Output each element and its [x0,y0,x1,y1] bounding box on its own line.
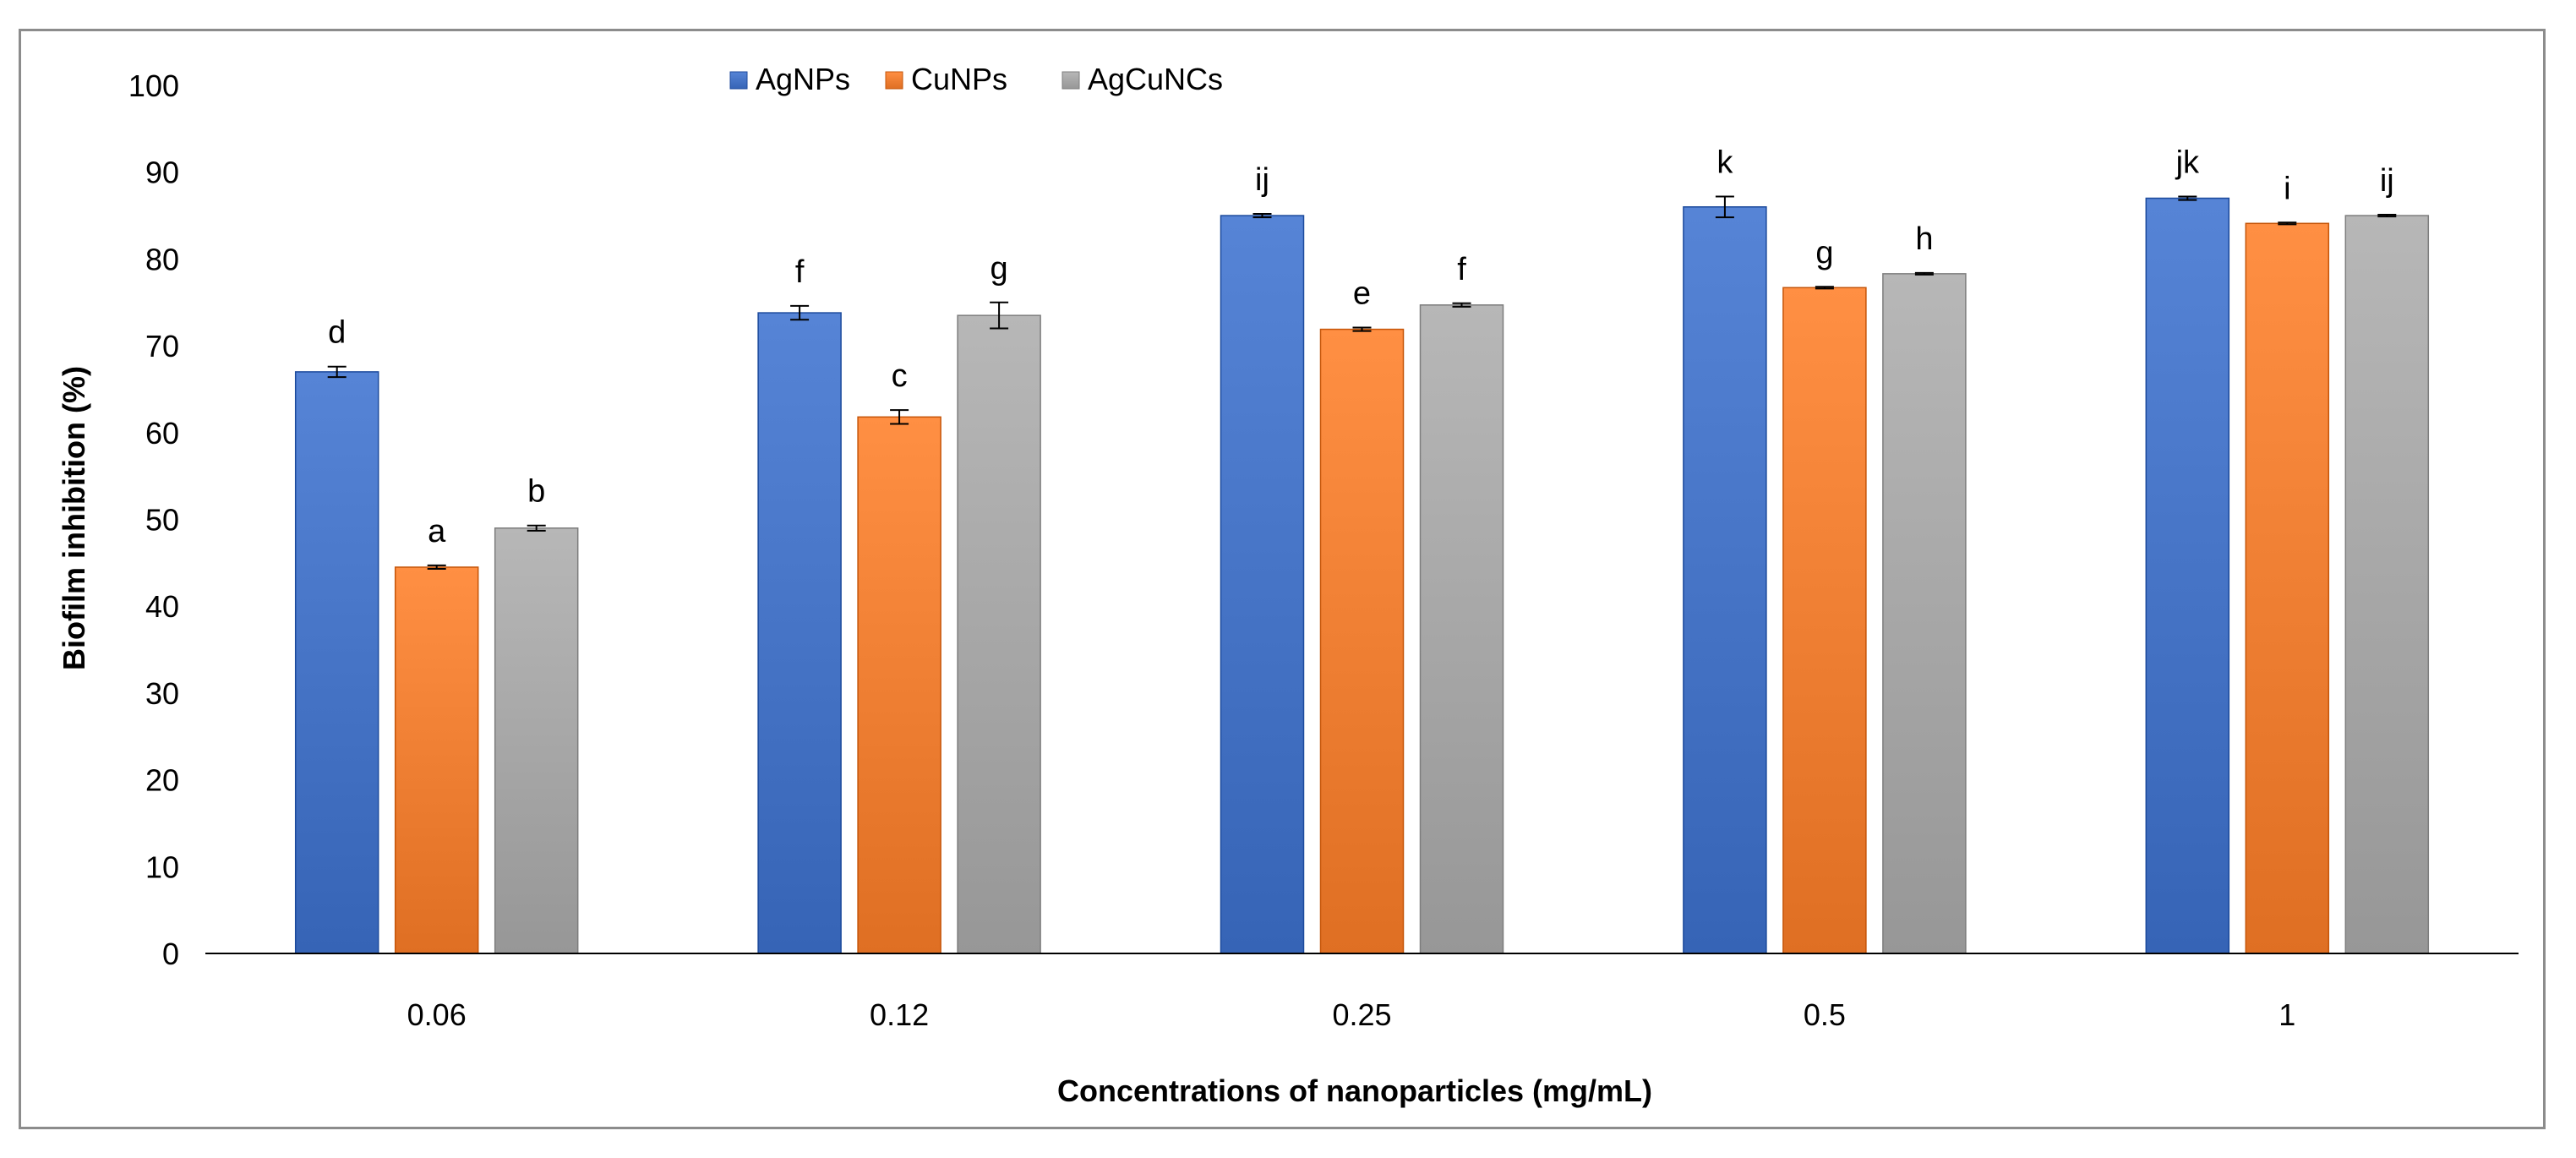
error-bar-cunps-0.5 [1815,286,1834,290]
significance-label: b [527,474,545,510]
significance-label: f [795,254,805,290]
significance-label: ij [2380,163,2394,199]
x-axis-title: Concentrations of nanoparticles (mg/mL) [1057,1073,1652,1108]
significance-labels-group: d a b f c g ij e f k g h jk i ij [328,145,2394,549]
error-bar-cunps-0.25 [1352,326,1372,332]
bar-cunps-0.5 [1782,287,1867,954]
significance-label: f [1457,252,1466,287]
legend-swatch [885,71,903,90]
error-bar-cunps-0.06 [427,564,446,571]
y-tick-label: 40 [145,589,179,624]
error-bar-agcuncs-0.5 [1914,271,1934,276]
significance-label: h [1915,221,1933,257]
bar-agcuncs-1 [2344,215,2430,954]
error-bar-agnps-0.12 [790,304,810,321]
significance-label: jk [2175,145,2200,180]
bar-agnps-0.12 [757,312,842,954]
error-bar-agnps-0.06 [327,365,347,379]
x-tick-label: 0.25 [1332,997,1391,1032]
error-bar-agnps-0.25 [1253,212,1272,219]
error-bar-agcuncs-1 [2377,214,2397,218]
y-axis-title: Biofilm inhibition (%) [57,366,91,670]
x-tick-label: 1 [2279,997,2295,1032]
y-tick-label: 20 [145,763,179,798]
x-tick-label: 0.12 [870,997,929,1032]
error-bar-agnps-1 [2178,195,2197,201]
significance-label: a [428,514,446,549]
bar-agnps-0.5 [1683,206,1767,954]
bar-agcuncs-0.06 [494,527,579,954]
bar-series-group [294,197,2430,954]
bar-cunps-0.25 [1319,328,1405,954]
bar-agcuncs-0.12 [957,314,1041,954]
error-bars-group [327,195,2397,571]
significance-label: g [1815,235,1833,270]
error-bar-agcuncs-0.25 [1452,302,1471,308]
x-tick-label: 0.06 [407,997,467,1032]
y-tick-label: 90 [145,156,179,190]
y-tick-label: 100 [128,68,179,103]
legend-label: AgCuNCs [1088,62,1223,96]
bar-cunps-0.12 [857,416,941,954]
x-tick-label: 0.5 [1804,997,1846,1032]
significance-label: i [2284,171,2290,206]
x-axis-ticks: 0.06 0.12 0.25 0.5 1 [407,997,2296,1032]
bar-agcuncs-0.5 [1882,273,1967,954]
y-tick-label: 60 [145,416,179,451]
error-bar-cunps-1 [2278,221,2297,226]
legend: AgNPs CuNPs AgCuNCs [729,62,1223,96]
bar-agcuncs-0.25 [1419,304,1504,954]
bar-agnps-1 [2145,197,2230,954]
y-tick-label: 50 [145,503,179,538]
y-axis-ticks: 0 10 20 30 40 50 60 70 80 90 100 [128,68,179,971]
legend-item-agcuncs: AgCuNCs [1062,62,1223,96]
bar-cunps-1 [2245,222,2330,954]
legend-swatch [1062,71,1080,90]
significance-label: ij [1255,162,1269,198]
significance-label: g [991,251,1008,287]
legend-swatch [729,71,748,90]
legend-item-agnps: AgNPs [729,62,850,96]
y-tick-label: 70 [145,329,179,363]
y-tick-label: 10 [145,849,179,884]
y-tick-label: 80 [145,242,179,276]
significance-label: c [892,358,908,394]
bar-agnps-0.25 [1220,215,1305,954]
error-bar-agcuncs-0.06 [527,524,546,532]
legend-item-cunps: CuNPs [885,62,1007,96]
y-tick-label: 0 [162,937,179,971]
significance-label: d [328,315,346,351]
legend-label: AgNPs [756,62,850,96]
significance-label: k [1716,145,1733,180]
bar-agnps-0.06 [294,371,379,954]
error-bar-agnps-0.5 [1715,195,1734,219]
y-tick-label: 30 [145,676,179,711]
bar-cunps-0.06 [394,566,479,954]
error-bar-cunps-0.12 [890,409,909,425]
significance-label: e [1353,276,1371,312]
legend-label: CuNPs [911,62,1007,96]
error-bar-agcuncs-0.12 [990,301,1009,330]
